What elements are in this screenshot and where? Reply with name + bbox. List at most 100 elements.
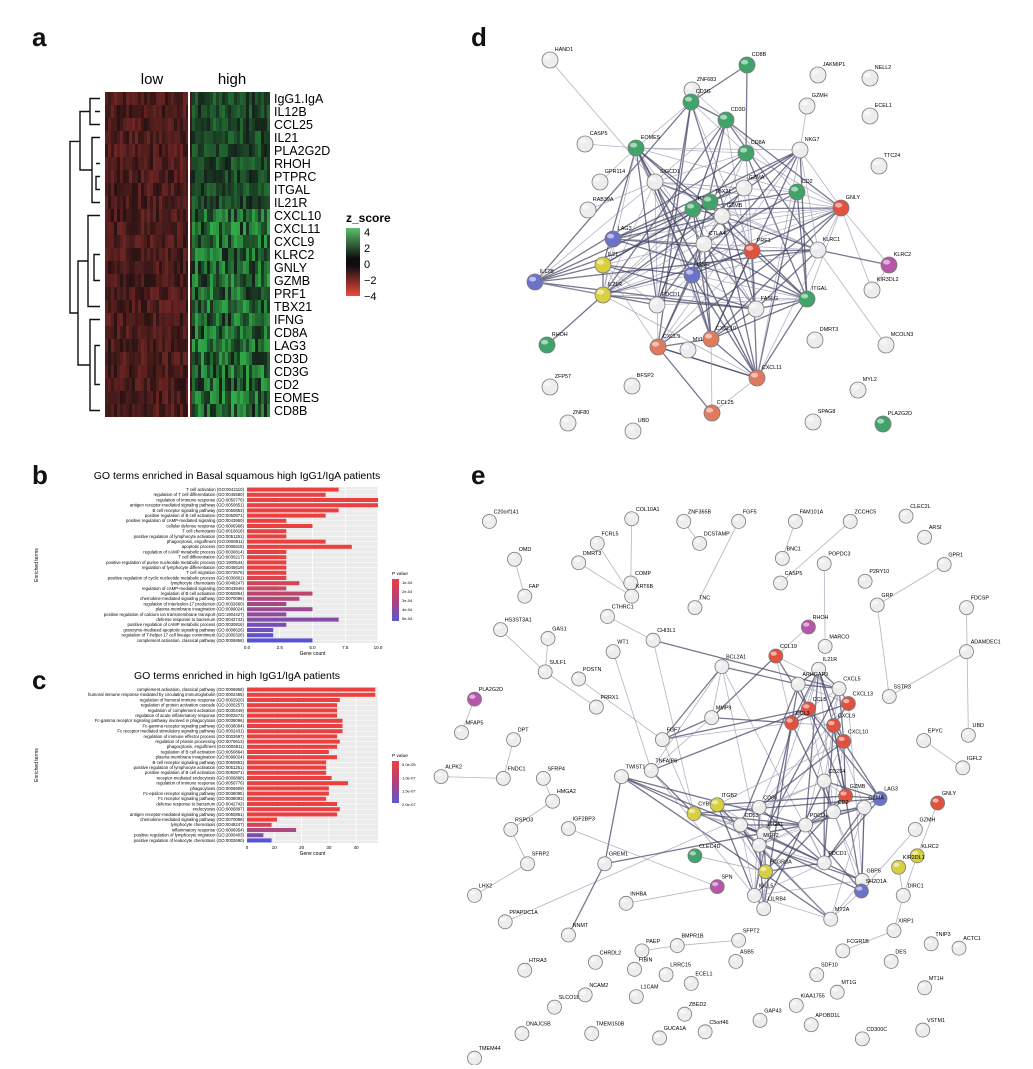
network-e-node[interactable]: PLA2G2D: [467, 687, 504, 707]
network-e-node[interactable]: KIAA1755: [788, 993, 825, 1013]
network-e-node[interactable]: UBD: [960, 723, 984, 743]
network-e-node[interactable]: CD86: [751, 795, 777, 815]
network-e-node[interactable]: CYBB: [686, 802, 713, 821]
network-e-node[interactable]: SDF10: [809, 963, 838, 983]
network-e-node[interactable]: C20orf141: [482, 509, 519, 529]
network-e-node[interactable]: CLEC2L: [898, 504, 931, 524]
network-d-node[interactable]: LAG3: [604, 226, 632, 248]
network-d-node[interactable]: CD3D: [717, 107, 746, 129]
network-e-node[interactable]: TMEM150B: [584, 1022, 625, 1041]
network-e-node[interactable]: SH2D1A: [853, 879, 887, 899]
network-d-node[interactable]: DMRT3: [806, 327, 838, 349]
network-e-node[interactable]: SPN: [709, 875, 733, 895]
network-e-node[interactable]: GAS1: [540, 626, 567, 646]
network-d-node[interactable]: CXCL11: [748, 365, 782, 387]
network-e-node[interactable]: SFPT2: [731, 928, 760, 948]
network-d-node[interactable]: ITGAL: [798, 286, 827, 308]
network-e-node[interactable]: FCRL5: [589, 531, 619, 551]
network-e-node[interactable]: CHRDL2: [588, 950, 621, 970]
network-e-node[interactable]: ITGB2: [709, 793, 737, 813]
network-d-node[interactable]: SPAG8: [804, 409, 835, 431]
network-e-node[interactable]: MMP9: [704, 706, 732, 726]
network-e-node[interactable]: POPDC3: [816, 552, 851, 572]
network-d-node[interactable]: PDCD1: [648, 292, 680, 314]
network-e-node[interactable]: ECEL1: [683, 971, 713, 991]
network-d-node[interactable]: EOMES: [627, 135, 661, 157]
network-e-node[interactable]: MFAP5: [454, 721, 484, 741]
network-e-node[interactable]: FGF7: [654, 728, 680, 748]
network-e-node[interactable]: BCL2A1: [714, 655, 746, 675]
network-e-node[interactable]: MT1H: [917, 976, 944, 996]
network-e-node[interactable]: NNMT: [561, 923, 589, 943]
network-e-node[interactable]: BMPR1B: [669, 934, 704, 953]
network-e-node[interactable]: GZMH: [907, 817, 936, 837]
network-e-node[interactable]: FCGR3A: [758, 860, 792, 880]
network-e-node[interactable]: CXCL5: [831, 677, 861, 697]
network-e-node[interactable]: PDCD1LG2: [798, 813, 839, 833]
network-e-node[interactable]: CD2: [826, 800, 849, 820]
network-d-node[interactable]: GZMA: [735, 175, 765, 197]
network-d-node[interactable]: RHOH: [538, 332, 568, 354]
network-e-node[interactable]: ZNF365B: [676, 509, 712, 529]
network-e-node[interactable]: RSPO3: [503, 817, 533, 837]
network-e-node[interactable]: CXCL10: [836, 729, 869, 749]
network-e-node[interactable]: ALPK2: [433, 765, 462, 785]
network-e-node[interactable]: CCL5: [800, 697, 826, 717]
network-e-node[interactable]: LRRC15: [658, 963, 691, 983]
network-d-node[interactable]: ECEL1: [861, 103, 892, 125]
network-e-node[interactable]: L1CAM: [628, 985, 659, 1004]
network-d-node[interactable]: GZMB: [713, 203, 743, 225]
network-e-node[interactable]: CD53: [733, 813, 759, 833]
network-e-node[interactable]: KRT6B: [624, 584, 654, 604]
network-e-node[interactable]: GREM1: [597, 852, 628, 872]
network-d-node[interactable]: NELL2: [861, 65, 891, 87]
network-e-node[interactable]: IGFL2: [955, 756, 982, 776]
network-e-node[interactable]: APOBD1L: [803, 1013, 840, 1033]
network-e-node[interactable]: ACTC1: [951, 936, 981, 956]
network-d-node[interactable]: CD8B: [738, 52, 767, 74]
network-e-node[interactable]: FCGR1B: [835, 939, 869, 959]
network-e-node[interactable]: CHI3L1: [645, 628, 676, 648]
network-d-node[interactable]: BFSP2: [623, 373, 654, 395]
network-e-node[interactable]: PDCD1: [816, 851, 847, 871]
network-e-node[interactable]: CCL19: [768, 644, 797, 664]
network-e-node[interactable]: GNLY: [930, 791, 957, 811]
network-d-node[interactable]: UBD: [624, 418, 649, 440]
network-e-node[interactable]: MT1G: [829, 980, 856, 1000]
network-e-node[interactable]: EPYC: [916, 729, 943, 748]
network-e-node[interactable]: DMRT3: [571, 551, 602, 571]
network-d-node[interactable]: CXCL10: [702, 326, 736, 348]
network-e-node[interactable]: IGF2BP3: [561, 817, 595, 836]
network-e-node[interactable]: GZMB: [838, 784, 866, 804]
network-e-node[interactable]: LAG3: [872, 787, 898, 807]
network-d-node[interactable]: RAB39A: [579, 197, 614, 219]
network-d-node[interactable]: IL21: [594, 252, 618, 274]
network-e-node[interactable]: GPR1: [936, 553, 963, 572]
network-e-node[interactable]: ARHGAP9: [790, 672, 828, 692]
network-d-node[interactable]: GPR114: [591, 169, 625, 191]
network-e-node[interactable]: PAEP: [634, 939, 661, 959]
network-e-node[interactable]: VSTM1: [915, 1018, 945, 1038]
network-e-node[interactable]: COMP: [623, 571, 652, 591]
network-e-node[interactable]: HS3ST3A1: [493, 618, 532, 638]
network-d-node[interactable]: CTLA4: [695, 231, 726, 253]
network-e-node[interactable]: OMD: [507, 547, 532, 567]
network-e-node[interactable]: COL10A1: [624, 507, 660, 527]
network-d-node[interactable]: GNLY: [832, 195, 860, 217]
network-d-node[interactable]: KLRC1: [809, 237, 840, 259]
network-e-node[interactable]: WT1: [605, 640, 629, 660]
network-e-node[interactable]: C5orf46: [697, 1020, 729, 1040]
network-e-node[interactable]: RHOH: [800, 615, 829, 635]
network-e-node[interactable]: CXCL9: [826, 714, 856, 733]
network-e-node[interactable]: ADAMDEC1: [959, 640, 1001, 660]
network-e-node[interactable]: CD300C: [854, 1027, 887, 1047]
network-e-node[interactable]: SULF1: [537, 660, 566, 680]
network-e-node[interactable]: SFRP4: [535, 766, 565, 786]
network-e-node[interactable]: FAP: [517, 584, 540, 604]
network-d-node[interactable]: CCL25: [703, 400, 734, 422]
network-d-node[interactable]: CD3G: [682, 89, 711, 111]
network-d-node[interactable]: NKG7: [791, 137, 819, 159]
network-d-node[interactable]: FASLG: [747, 296, 778, 318]
network-e-node[interactable]: P2RY10: [857, 569, 889, 589]
network-e-node[interactable]: CASP5: [773, 571, 802, 591]
